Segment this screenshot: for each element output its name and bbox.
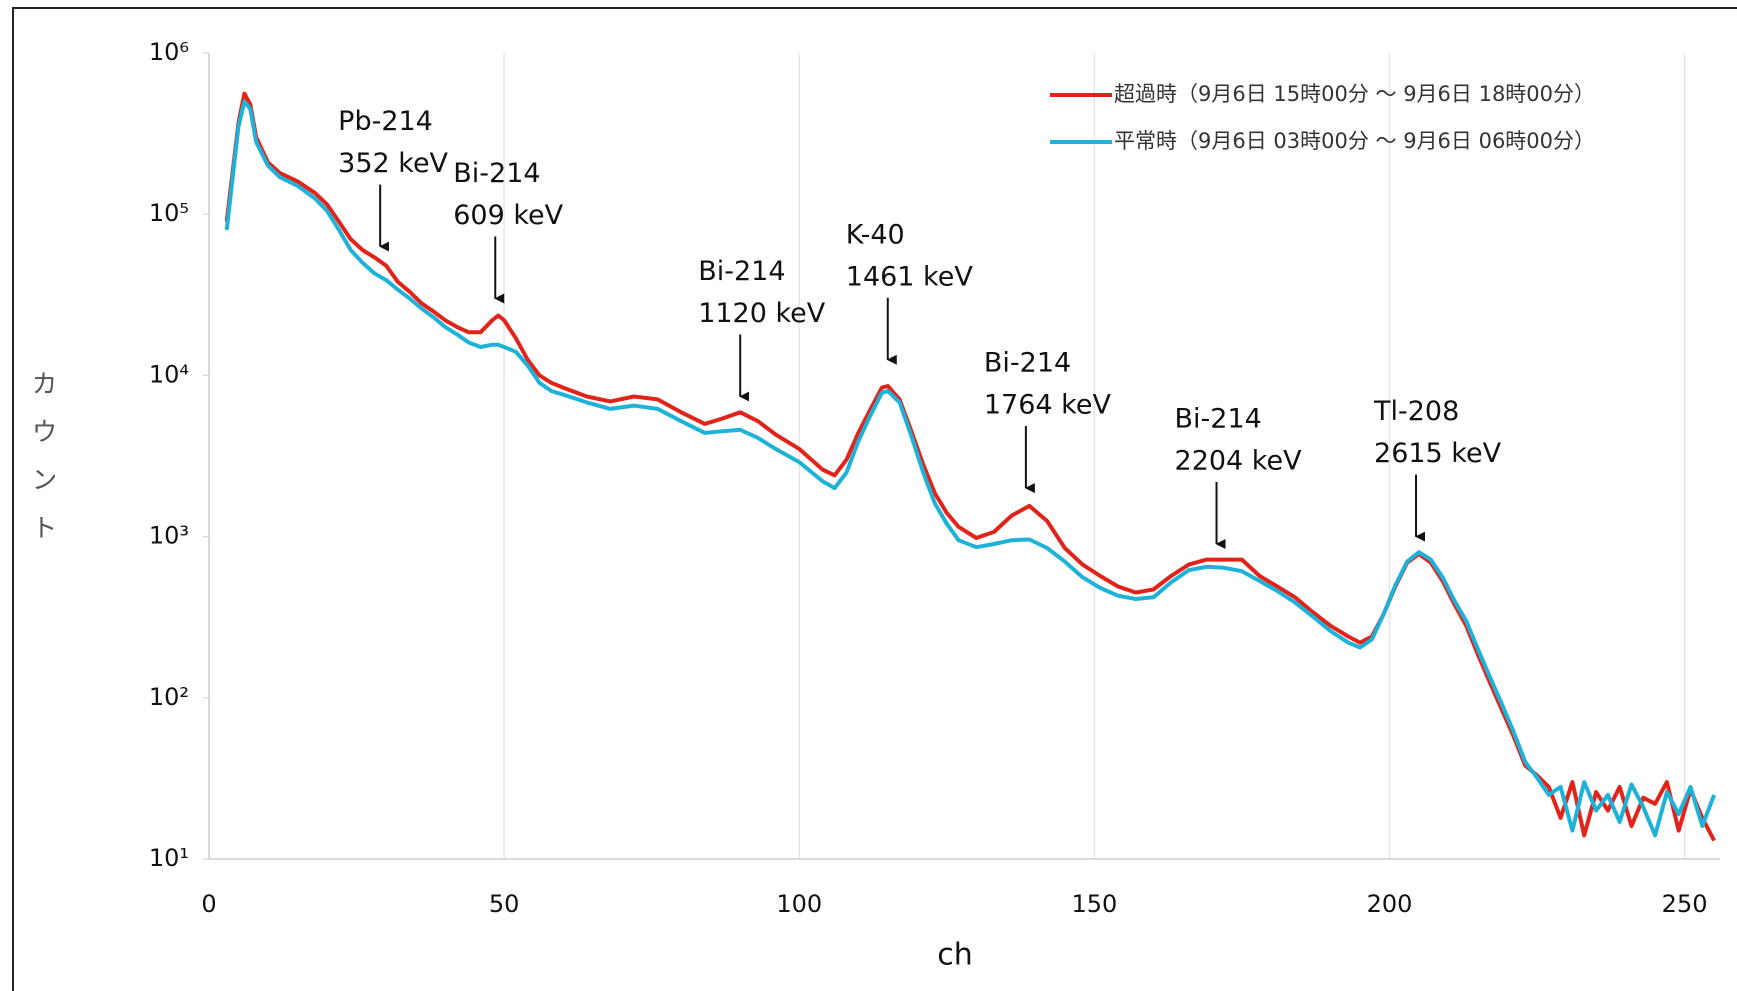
- y-tick-label: 10⁶: [149, 38, 189, 66]
- annotation-label: Bi-214: [453, 158, 540, 189]
- annotation-label: Pb-214: [338, 106, 433, 137]
- y-axis-label: カウント: [27, 370, 57, 562]
- annotation-energy: 1764 keV: [984, 390, 1112, 421]
- annotation-energy: 2204 keV: [1175, 445, 1303, 476]
- x-axis-label: ch: [937, 938, 973, 973]
- y-tick-label: 10²: [149, 683, 189, 711]
- x-tick-label: 150: [1071, 890, 1117, 918]
- series-line: [224, 99, 1716, 838]
- x-tick-label: 100: [776, 890, 822, 918]
- x-tick-label: 250: [1662, 890, 1708, 918]
- x-tick-label: 0: [201, 890, 216, 918]
- x-tick-label: 50: [489, 890, 520, 918]
- y-tick-label: 10¹: [149, 844, 189, 872]
- frame: [12, 7, 1737, 991]
- annotation-energy: 1461 keV: [846, 261, 974, 292]
- y-tick-label: 10⁵: [149, 199, 189, 227]
- series-line: [224, 91, 1716, 842]
- annotation-energy: 609 keV: [453, 200, 563, 231]
- annotation-energy: 2615 keV: [1374, 438, 1502, 469]
- annotation-energy: 1120 keV: [698, 298, 826, 329]
- annotation-label: Tl-208: [1373, 396, 1459, 427]
- annotation-label: K-40: [846, 219, 905, 250]
- x-tick-label: 200: [1367, 890, 1413, 918]
- legend-label: 超過時（9月6日 15時00分 ～ 9月6日 18時00分）: [1114, 82, 1595, 106]
- annotation-label: Bi-214: [698, 256, 785, 287]
- annotation-label: Bi-214: [984, 348, 1071, 379]
- y-tick-label: 10³: [149, 522, 189, 550]
- annotation-energy: 352 keV: [338, 148, 448, 179]
- legend-label: 平常時（9月6日 03時00分 ～ 9月6日 06時00分）: [1114, 129, 1595, 153]
- y-tick-label: 10⁴: [149, 360, 189, 388]
- annotation-label: Bi-214: [1175, 403, 1262, 434]
